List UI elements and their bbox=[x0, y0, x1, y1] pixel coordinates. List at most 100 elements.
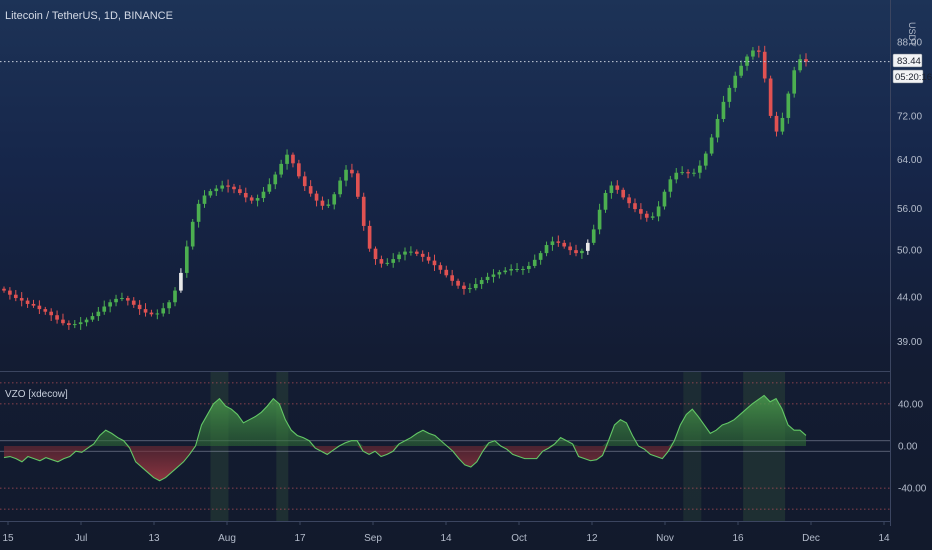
candle-body bbox=[267, 184, 272, 192]
candle-body bbox=[143, 309, 148, 313]
candle-body bbox=[202, 195, 207, 204]
candle-body bbox=[403, 251, 407, 255]
candle-body bbox=[420, 253, 425, 257]
time-tick-label: 17 bbox=[294, 533, 306, 544]
candle-body bbox=[721, 101, 726, 119]
candle-body bbox=[149, 312, 154, 315]
candle-body bbox=[297, 163, 301, 177]
price-tick-label: 88.00 bbox=[897, 38, 922, 49]
candle-body bbox=[409, 251, 413, 253]
candle-body bbox=[804, 59, 808, 62]
candle-body bbox=[745, 56, 749, 66]
time-tick-label: 14 bbox=[440, 533, 452, 544]
candle-body bbox=[585, 242, 590, 251]
candle-body bbox=[220, 185, 225, 189]
candle-body bbox=[621, 189, 626, 198]
vzo-tick-label: -40.00 bbox=[898, 484, 927, 495]
candle-body bbox=[456, 280, 460, 286]
candle-body bbox=[279, 163, 283, 175]
candle-body bbox=[538, 253, 543, 260]
candle-body bbox=[13, 294, 18, 299]
candle-body bbox=[243, 192, 248, 198]
candle-body bbox=[84, 319, 89, 323]
candle-body bbox=[597, 209, 602, 230]
price-tick-label: 56.00 bbox=[897, 204, 922, 215]
time-tick-label: Oct bbox=[511, 533, 527, 544]
candle-body bbox=[326, 204, 331, 206]
candle-body bbox=[662, 191, 667, 207]
candle-body bbox=[397, 254, 401, 260]
candle-body bbox=[426, 256, 431, 261]
candle-body bbox=[639, 209, 643, 214]
candle-body bbox=[367, 225, 372, 249]
candle-body bbox=[774, 115, 779, 132]
time-axis[interactable]: 15 Jul 13 Aug 17 Sep 14 Oct 12 Nov 16 Dec 14 bbox=[2, 521, 890, 544]
candle-body bbox=[603, 192, 608, 210]
candle-body bbox=[751, 50, 755, 57]
candle-body bbox=[391, 259, 396, 263]
candle-body bbox=[615, 185, 620, 190]
candle-body bbox=[521, 269, 525, 271]
vzo-line bbox=[3, 394, 807, 482]
candle-body bbox=[261, 191, 266, 199]
time-tick-label: Jul bbox=[75, 533, 88, 544]
candle-body bbox=[184, 246, 189, 273]
time-tick-label: 14 bbox=[878, 533, 890, 544]
candle-body bbox=[350, 169, 354, 174]
candle-body bbox=[556, 241, 561, 243]
candle-body bbox=[462, 285, 466, 289]
candle-body bbox=[155, 313, 160, 315]
last-price-badge bbox=[892, 53, 923, 68]
price-tick-label: 44.00 bbox=[897, 293, 922, 304]
candles bbox=[2, 45, 808, 330]
candle-body bbox=[72, 324, 77, 326]
candle-body bbox=[792, 70, 797, 94]
candle-body bbox=[131, 300, 136, 305]
candle-body bbox=[432, 260, 437, 266]
signal-zone bbox=[683, 372, 702, 521]
candle-body bbox=[379, 259, 384, 264]
candle-body bbox=[450, 275, 455, 281]
candle-body bbox=[438, 265, 443, 270]
candle-body bbox=[515, 269, 519, 271]
last-price-badge-text: 83.44 bbox=[897, 56, 921, 67]
candle-body bbox=[291, 154, 295, 164]
vzo-axis[interactable]: 40.00 0.00 -40.00 bbox=[898, 399, 927, 494]
candle-body bbox=[479, 280, 484, 285]
candle-body bbox=[190, 221, 195, 247]
candle-body bbox=[686, 172, 690, 174]
signal-zones bbox=[210, 372, 786, 521]
candle-body bbox=[308, 186, 313, 194]
candle-body bbox=[786, 93, 791, 118]
candle-body bbox=[414, 251, 419, 254]
vzo-negative-fill bbox=[4, 446, 806, 481]
candle-body bbox=[527, 265, 531, 270]
candle-body bbox=[96, 311, 101, 317]
candle-body bbox=[503, 270, 508, 273]
candle-body bbox=[120, 298, 124, 300]
candle-body bbox=[768, 78, 773, 116]
candle-body bbox=[709, 137, 714, 154]
candle-body bbox=[692, 172, 696, 174]
countdown-badge bbox=[892, 69, 924, 84]
candle-body bbox=[656, 206, 661, 217]
candle-body bbox=[214, 188, 219, 192]
candle-body bbox=[650, 216, 655, 218]
candle-body bbox=[302, 176, 307, 187]
candle-body bbox=[633, 203, 637, 210]
time-tick-label: Dec bbox=[802, 533, 820, 544]
time-tick-label: 13 bbox=[148, 533, 160, 544]
candle-body bbox=[179, 272, 183, 291]
candle-body bbox=[167, 302, 171, 309]
candle-body bbox=[715, 118, 720, 138]
time-tick-label: Sep bbox=[364, 533, 382, 544]
candle-body bbox=[727, 87, 732, 102]
candle-body bbox=[31, 303, 36, 306]
candle-body bbox=[255, 198, 260, 201]
candle-body bbox=[733, 75, 738, 88]
candle-body bbox=[25, 300, 30, 304]
candle-body bbox=[756, 50, 761, 52]
candle-body bbox=[238, 189, 242, 193]
